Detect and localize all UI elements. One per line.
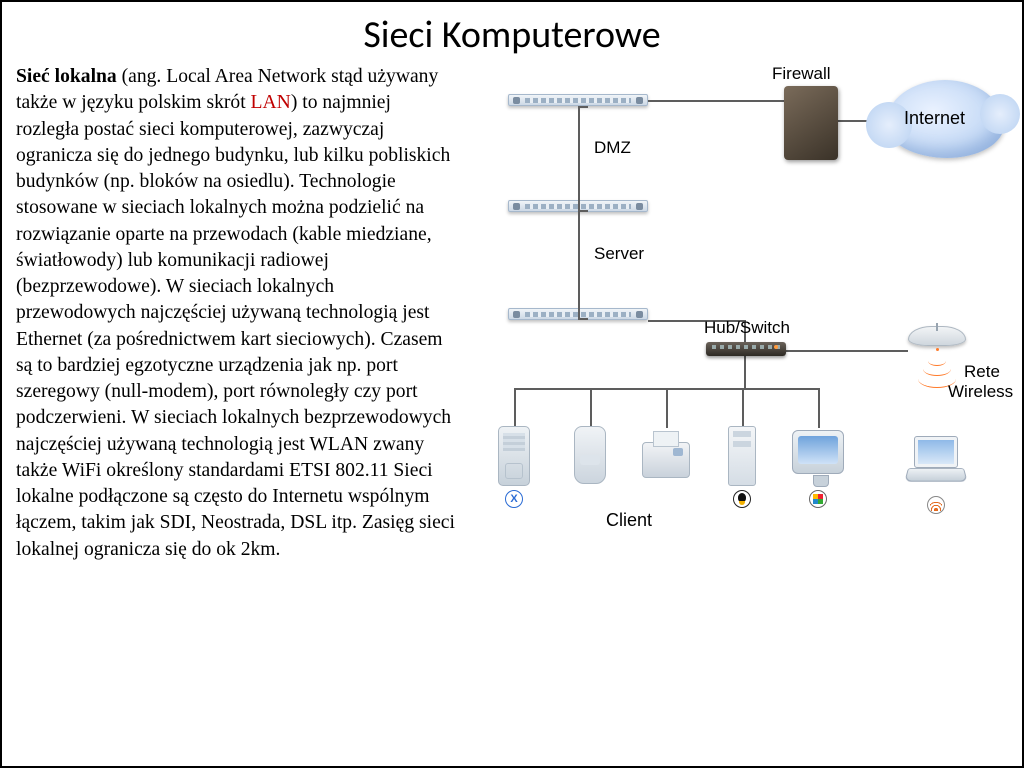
label-rete1: Rete [964,362,1000,382]
windows-icon [809,490,827,508]
device-laptop [908,432,964,514]
wire [818,388,820,428]
wire-backbone [578,106,580,320]
hub-switch [706,342,786,356]
linux-icon [733,490,751,508]
network-diagram: Firewall Internet DMZ Server Hub/Switch … [466,64,1008,704]
label-rete2: Wireless [948,382,1013,402]
label-internet: Internet [904,108,965,129]
wire-to-ap [786,350,908,352]
wire [514,388,516,428]
ap-led [936,348,939,351]
wireless-ap [908,326,966,346]
lead-bold: Sieć lokalna [16,66,117,87]
wire [666,388,668,428]
para-part2: ) to najmniej rozległa postać sieci komp… [16,92,455,559]
device-crt-win [790,426,846,508]
device-mac-g4 [562,426,618,482]
wire [578,106,588,108]
label-hub: Hub/Switch [704,318,790,338]
label-server: Server [594,244,644,264]
osx-icon [505,490,523,508]
device-pc-linux [714,426,770,508]
wire [578,318,588,320]
lan-abbrev: LAN [251,92,291,113]
wire-hub-down [744,356,746,388]
firewall-device [784,86,838,160]
device-mac-pro [486,426,542,508]
wifi-icon [927,496,945,514]
label-dmz: DMZ [594,138,631,158]
page-title: Sieci Komputerowe [16,12,1008,58]
description-paragraph: Sieć lokalna (ang. Local Area Network st… [16,64,456,704]
rack-dmz [508,94,648,106]
wire [578,210,588,212]
label-client: Client [606,510,652,531]
wire [742,388,744,428]
label-firewall: Firewall [772,64,831,84]
wire-to-firewall [648,100,784,102]
device-printer [638,426,694,482]
wire [590,388,592,428]
